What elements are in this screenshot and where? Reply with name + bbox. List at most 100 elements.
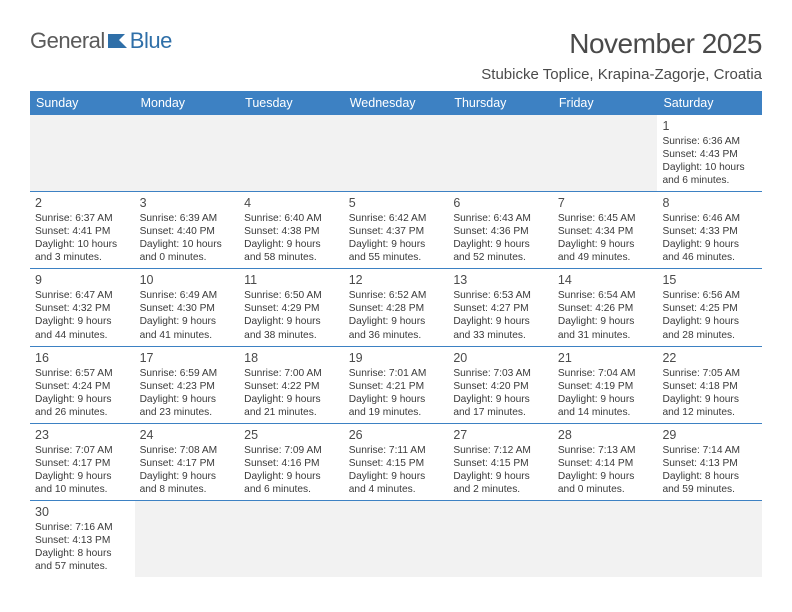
day-cell: 28Sunrise: 7:13 AMSunset: 4:14 PMDayligh…	[553, 424, 658, 500]
weekday-friday: Friday	[553, 91, 658, 115]
day-number: 30	[35, 504, 130, 520]
day-cell: 8Sunrise: 6:46 AMSunset: 4:33 PMDaylight…	[657, 192, 762, 268]
weeks: 1Sunrise: 6:36 AMSunset: 4:43 PMDaylight…	[30, 115, 762, 577]
sunrise-text: Sunrise: 6:56 AM	[662, 289, 757, 302]
day-number: 28	[558, 427, 653, 443]
empty-cell	[657, 501, 762, 577]
sunrise-text: Sunrise: 7:01 AM	[349, 367, 444, 380]
empty-cell	[448, 501, 553, 577]
day-cell: 9Sunrise: 6:47 AMSunset: 4:32 PMDaylight…	[30, 269, 135, 345]
daylight-text: Daylight: 9 hours and 36 minutes.	[349, 315, 444, 341]
sunset-text: Sunset: 4:22 PM	[244, 380, 339, 393]
sunrise-text: Sunrise: 6:39 AM	[140, 212, 235, 225]
day-cell: 21Sunrise: 7:04 AMSunset: 4:19 PMDayligh…	[553, 347, 658, 423]
day-number: 24	[140, 427, 235, 443]
daylight-text: Daylight: 9 hours and 52 minutes.	[453, 238, 548, 264]
empty-cell	[239, 115, 344, 191]
day-number: 14	[558, 272, 653, 288]
weekday-sunday: Sunday	[30, 91, 135, 115]
day-number: 22	[662, 350, 757, 366]
day-number: 20	[453, 350, 548, 366]
empty-cell	[239, 501, 344, 577]
day-number: 4	[244, 195, 339, 211]
daylight-text: Daylight: 9 hours and 17 minutes.	[453, 393, 548, 419]
sunrise-text: Sunrise: 6:43 AM	[453, 212, 548, 225]
sunset-text: Sunset: 4:38 PM	[244, 225, 339, 238]
day-cell: 20Sunrise: 7:03 AMSunset: 4:20 PMDayligh…	[448, 347, 553, 423]
day-number: 7	[558, 195, 653, 211]
sunrise-text: Sunrise: 6:47 AM	[35, 289, 130, 302]
day-cell: 22Sunrise: 7:05 AMSunset: 4:18 PMDayligh…	[657, 347, 762, 423]
weekday-tuesday: Tuesday	[239, 91, 344, 115]
sunrise-text: Sunrise: 7:16 AM	[35, 521, 130, 534]
daylight-text: Daylight: 10 hours and 0 minutes.	[140, 238, 235, 264]
day-cell: 18Sunrise: 7:00 AMSunset: 4:22 PMDayligh…	[239, 347, 344, 423]
week-row: 16Sunrise: 6:57 AMSunset: 4:24 PMDayligh…	[30, 347, 762, 424]
sunrise-text: Sunrise: 6:59 AM	[140, 367, 235, 380]
sunrise-text: Sunrise: 7:12 AM	[453, 444, 548, 457]
day-number: 3	[140, 195, 235, 211]
sunset-text: Sunset: 4:15 PM	[349, 457, 444, 470]
brand-part1: General	[30, 28, 105, 54]
day-number: 25	[244, 427, 339, 443]
daylight-text: Daylight: 9 hours and 19 minutes.	[349, 393, 444, 419]
day-cell: 7Sunrise: 6:45 AMSunset: 4:34 PMDaylight…	[553, 192, 658, 268]
day-number: 6	[453, 195, 548, 211]
daylight-text: Daylight: 9 hours and 6 minutes.	[244, 470, 339, 496]
day-cell: 30Sunrise: 7:16 AMSunset: 4:13 PMDayligh…	[30, 501, 135, 577]
sunrise-text: Sunrise: 6:53 AM	[453, 289, 548, 302]
sunset-text: Sunset: 4:21 PM	[349, 380, 444, 393]
daylight-text: Daylight: 9 hours and 55 minutes.	[349, 238, 444, 264]
sunrise-text: Sunrise: 6:46 AM	[662, 212, 757, 225]
day-number: 11	[244, 272, 339, 288]
sunset-text: Sunset: 4:20 PM	[453, 380, 548, 393]
sunrise-text: Sunrise: 6:45 AM	[558, 212, 653, 225]
day-cell: 17Sunrise: 6:59 AMSunset: 4:23 PMDayligh…	[135, 347, 240, 423]
day-cell: 15Sunrise: 6:56 AMSunset: 4:25 PMDayligh…	[657, 269, 762, 345]
empty-cell	[135, 115, 240, 191]
daylight-text: Daylight: 9 hours and 0 minutes.	[558, 470, 653, 496]
sunrise-text: Sunrise: 6:49 AM	[140, 289, 235, 302]
sunrise-text: Sunrise: 7:00 AM	[244, 367, 339, 380]
sunset-text: Sunset: 4:16 PM	[244, 457, 339, 470]
daylight-text: Daylight: 8 hours and 57 minutes.	[35, 547, 130, 573]
day-cell: 2Sunrise: 6:37 AMSunset: 4:41 PMDaylight…	[30, 192, 135, 268]
sunrise-text: Sunrise: 6:36 AM	[662, 135, 757, 148]
daylight-text: Daylight: 9 hours and 49 minutes.	[558, 238, 653, 264]
day-number: 29	[662, 427, 757, 443]
daylight-text: Daylight: 9 hours and 38 minutes.	[244, 315, 339, 341]
sunset-text: Sunset: 4:33 PM	[662, 225, 757, 238]
day-number: 23	[35, 427, 130, 443]
sunset-text: Sunset: 4:41 PM	[35, 225, 130, 238]
brand-part2: Blue	[130, 28, 172, 54]
day-cell: 27Sunrise: 7:12 AMSunset: 4:15 PMDayligh…	[448, 424, 553, 500]
week-row: 2Sunrise: 6:37 AMSunset: 4:41 PMDaylight…	[30, 192, 762, 269]
week-row: 9Sunrise: 6:47 AMSunset: 4:32 PMDaylight…	[30, 269, 762, 346]
empty-cell	[553, 115, 658, 191]
sunset-text: Sunset: 4:17 PM	[140, 457, 235, 470]
calendar: SundayMondayTuesdayWednesdayThursdayFrid…	[30, 91, 762, 577]
day-number: 27	[453, 427, 548, 443]
day-cell: 11Sunrise: 6:50 AMSunset: 4:29 PMDayligh…	[239, 269, 344, 345]
daylight-text: Daylight: 10 hours and 6 minutes.	[662, 161, 757, 187]
day-cell: 23Sunrise: 7:07 AMSunset: 4:17 PMDayligh…	[30, 424, 135, 500]
sunrise-text: Sunrise: 7:13 AM	[558, 444, 653, 457]
empty-cell	[344, 115, 449, 191]
day-cell: 24Sunrise: 7:08 AMSunset: 4:17 PMDayligh…	[135, 424, 240, 500]
day-number: 15	[662, 272, 757, 288]
daylight-text: Daylight: 10 hours and 3 minutes.	[35, 238, 130, 264]
day-number: 10	[140, 272, 235, 288]
day-number: 2	[35, 195, 130, 211]
day-number: 17	[140, 350, 235, 366]
day-cell: 4Sunrise: 6:40 AMSunset: 4:38 PMDaylight…	[239, 192, 344, 268]
day-number: 8	[662, 195, 757, 211]
daylight-text: Daylight: 9 hours and 12 minutes.	[662, 393, 757, 419]
daylight-text: Daylight: 9 hours and 14 minutes.	[558, 393, 653, 419]
day-cell: 3Sunrise: 6:39 AMSunset: 4:40 PMDaylight…	[135, 192, 240, 268]
daylight-text: Daylight: 9 hours and 10 minutes.	[35, 470, 130, 496]
sunrise-text: Sunrise: 6:40 AM	[244, 212, 339, 225]
day-cell: 14Sunrise: 6:54 AMSunset: 4:26 PMDayligh…	[553, 269, 658, 345]
daylight-text: Daylight: 9 hours and 58 minutes.	[244, 238, 339, 264]
sunset-text: Sunset: 4:24 PM	[35, 380, 130, 393]
day-cell: 13Sunrise: 6:53 AMSunset: 4:27 PMDayligh…	[448, 269, 553, 345]
